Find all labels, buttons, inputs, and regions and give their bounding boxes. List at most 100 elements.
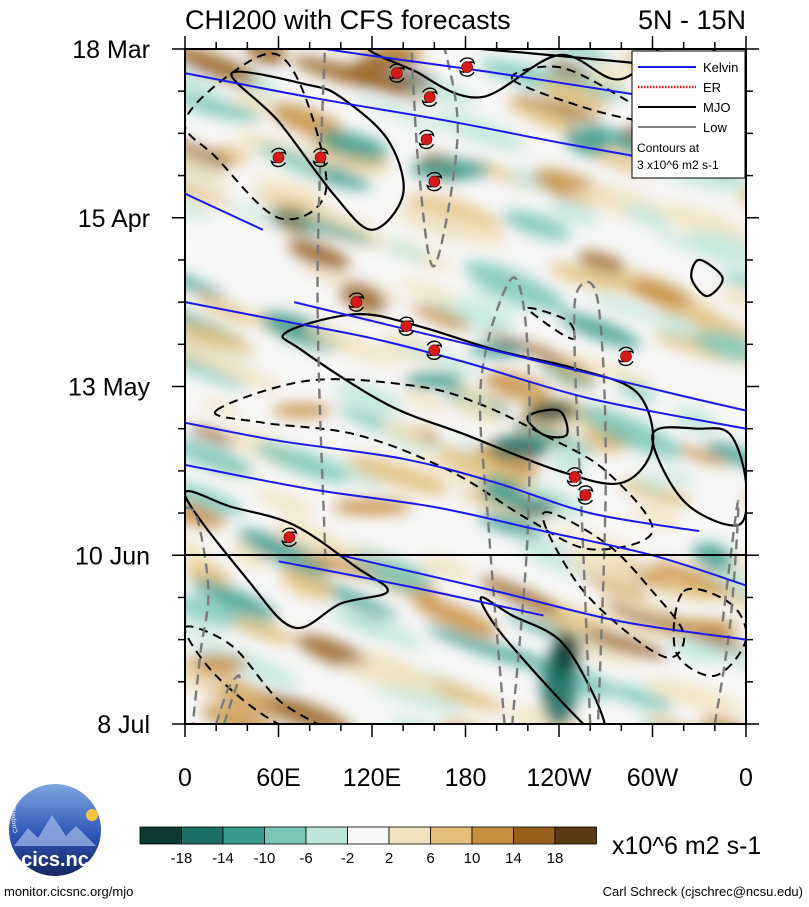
chi-shading-patch (548, 201, 599, 225)
colorbar-swatch (139, 826, 182, 845)
mjo-negative-contour (213, 378, 654, 551)
colorbar-swatch (430, 826, 473, 845)
chi-shading-patch (548, 263, 633, 292)
chi-shading-patch (549, 449, 588, 476)
mjo-positive-contour (651, 426, 746, 527)
chi-shading-patch (401, 389, 449, 413)
chi-shading-patch (185, 344, 284, 393)
colorbar-units: x10^6 m2 s-1 (612, 832, 761, 860)
low-frequency-contour (713, 499, 740, 724)
chi-shading-patch (555, 626, 642, 664)
tropical-cyclone-marker (426, 340, 443, 360)
colorbar-level-label: 10 (464, 850, 481, 867)
chi-shading-patch (548, 525, 618, 547)
chi-shading-patch (506, 99, 582, 134)
chi-shading-patch (200, 705, 296, 724)
chi-shading-patch (637, 715, 689, 724)
colorbar-level-label: -14 (212, 850, 234, 867)
chi-shading-patch (335, 382, 404, 415)
chi-shading-core (552, 629, 581, 674)
chi-shading-patch (622, 203, 671, 229)
chi-shading-patch (450, 396, 504, 425)
colorbar-swatch (181, 826, 224, 845)
colorbar-swatch (513, 826, 556, 845)
x-tick-label: 120E (343, 764, 401, 792)
mjo-negative-contour (185, 625, 320, 724)
chi-shading-patch (539, 78, 608, 113)
x-tick-label: 60W (627, 764, 679, 792)
chi-shading-patch (627, 278, 692, 308)
legend-er: ER (703, 80, 721, 95)
chi-shading-patch (511, 95, 600, 123)
chi-shading-patch (506, 706, 588, 724)
chi-shading-patch (381, 419, 425, 445)
chi-shading-patch (349, 556, 429, 590)
kelvin-wave-contour (278, 560, 544, 617)
legend-low: Low (703, 120, 727, 135)
chi-shading-patch (475, 443, 540, 479)
chi-shading-patch (255, 144, 314, 167)
x-tick-label: 180 (445, 764, 487, 792)
chi-shading-patch (660, 467, 696, 485)
chi-shading-patch (717, 287, 746, 326)
colorbar-level-label: -2 (341, 850, 354, 867)
chi-shading-patch (304, 553, 377, 578)
mjo-positive-contour (690, 258, 724, 298)
chi-shading-patch (237, 529, 331, 576)
chi-shading-patch (245, 49, 287, 66)
chi-shading-patch (317, 130, 389, 160)
chi-shading-core (271, 403, 332, 418)
chi-shading-patch (185, 133, 233, 168)
chi-shading-patch (502, 209, 571, 241)
footer-url: monitor.cicsnc.org/mjo (4, 884, 133, 899)
chi-shading-patch (705, 441, 746, 469)
chart-region: 5N - 15N (638, 5, 746, 35)
low-frequency-contour (215, 674, 241, 724)
colorbar-swatch (554, 826, 597, 845)
x-axis: 0 60E 120E 180 120W 60W 0 (178, 36, 753, 792)
chi-shading-patch (606, 683, 674, 711)
chi-shading-patch (270, 103, 346, 141)
chi-shading-patch (720, 271, 746, 295)
legend-note-line1: Contours at (637, 141, 700, 155)
chi-shading-patch (577, 251, 626, 273)
colorbar-swatch (388, 826, 431, 845)
chi-shading-patch (742, 492, 746, 515)
chi-shading-patch (185, 261, 225, 298)
chi-shading-patch (689, 229, 746, 275)
chi-shading-patch (579, 406, 683, 459)
y-tick-label: 13 May (68, 374, 150, 402)
kelvin-wave-contour (340, 554, 746, 641)
chi-shading-patch (601, 589, 678, 620)
tropical-cyclone-marker (459, 57, 476, 77)
x-tick-label: 0 (739, 764, 753, 792)
chi-shading-patch (203, 400, 240, 418)
kelvin-wave-contour (185, 301, 746, 430)
chi-shading-patch (537, 364, 597, 388)
kelvin-wave-contour (185, 192, 264, 231)
logo-text: cics.nc (21, 849, 89, 871)
chi-shading-patch (588, 292, 663, 323)
chi-shading-patch (185, 141, 231, 186)
colorbar-swatch (471, 826, 514, 845)
chi-shading-patch (218, 680, 279, 709)
chi-shading-core (513, 499, 558, 516)
low-frequency-contours (185, 49, 740, 724)
chi-shading-patch (479, 576, 562, 615)
tropical-cyclone-marker (418, 129, 435, 150)
colorbar: -18 -14 -10 -6 -2 2 6 10 14 18 (139, 826, 597, 867)
tropical-cyclone-marker (577, 485, 594, 505)
chi-shading-patch (558, 354, 653, 386)
tropical-cyclone-marker (270, 147, 287, 168)
chi-shading-patch (345, 454, 450, 495)
low-frequency-contour (410, 49, 459, 268)
chi-shading-patch (371, 685, 466, 715)
chi-shading-patch (380, 239, 429, 262)
chi-shading-core (404, 372, 465, 389)
tropical-cyclone-marker (348, 292, 365, 312)
legend-mjo: MJO (703, 100, 730, 115)
x-tick-label: 0 (178, 764, 192, 792)
chi-shading-core (409, 159, 490, 180)
chi-shading-patch (655, 230, 746, 266)
tropical-cyclone-marker (388, 63, 405, 83)
